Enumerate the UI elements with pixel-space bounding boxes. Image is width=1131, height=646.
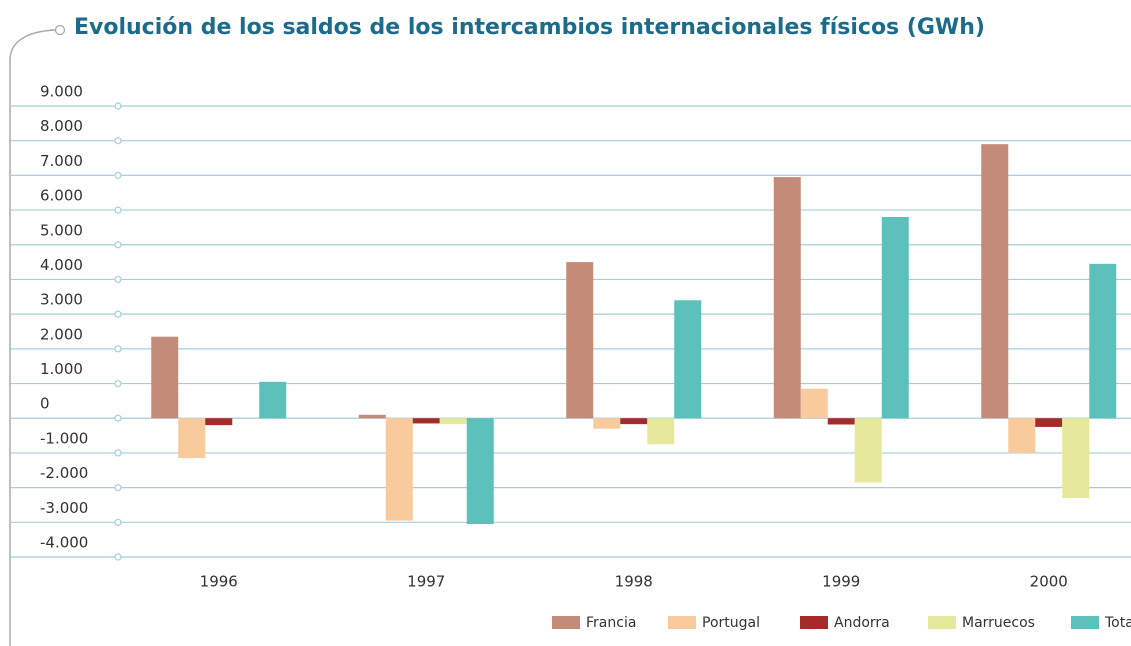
grid-dot [114, 379, 122, 388]
grid-dot [114, 171, 122, 179]
legend-swatch [1071, 616, 1099, 629]
grid-dot [114, 241, 122, 249]
y-tick-label: 7.000 [40, 152, 83, 170]
grid-dot [114, 484, 122, 492]
bar [358, 414, 386, 419]
grid-dot [114, 137, 122, 145]
grid-dot [114, 518, 122, 526]
x-tick-label: 1997 [407, 573, 445, 591]
legend-swatch [800, 616, 828, 629]
y-tick-label: 8.000 [40, 117, 83, 135]
legend-label: Portugal [702, 615, 760, 631]
bar [593, 418, 621, 429]
bar [259, 381, 287, 419]
bar [773, 177, 801, 419]
y-tick-label: 2.000 [40, 325, 83, 343]
grid-dot [114, 275, 122, 284]
bar [620, 418, 648, 425]
legend-label: Marruecos [962, 615, 1035, 631]
bar [385, 418, 413, 521]
y-tick-label: 1.000 [40, 360, 83, 378]
y-tick-label: 4.000 [40, 256, 83, 274]
grid-dot [114, 102, 122, 110]
grid-dot [114, 345, 122, 353]
bar [178, 418, 206, 459]
x-tick-label: 1996 [200, 573, 238, 591]
grid-dot [114, 553, 122, 561]
y-tick-label: 9.000 [40, 83, 83, 101]
bar [854, 418, 882, 483]
bar [439, 418, 467, 425]
x-tick-label: 1999 [822, 573, 860, 591]
bar [566, 262, 594, 419]
bar [1062, 418, 1090, 499]
y-tick-label: -1.000 [40, 429, 88, 447]
y-tick-label: 5.000 [40, 221, 83, 239]
bar [674, 300, 702, 419]
y-tick-label: -2.000 [40, 464, 88, 482]
legend-swatch [552, 616, 580, 629]
bar [827, 418, 855, 425]
y-tick-label: -3.000 [40, 499, 88, 517]
bar [800, 388, 828, 419]
legend-label: Francia [586, 615, 636, 631]
legend-swatch [668, 616, 696, 629]
y-tick-label: 0 [40, 395, 50, 413]
bar [1089, 263, 1117, 419]
bar [1008, 418, 1036, 453]
bar [881, 217, 909, 419]
x-tick-label: 2000 [1030, 573, 1068, 591]
x-tick-label: 1998 [615, 573, 653, 591]
bar [981, 144, 1009, 419]
bar [205, 418, 233, 426]
bar [466, 418, 494, 525]
y-tick-label: -4.000 [40, 534, 88, 552]
bar [647, 418, 675, 445]
grid-dot [114, 206, 122, 214]
bar [412, 418, 440, 424]
y-tick-label: 6.000 [40, 187, 83, 205]
legend-label: Total [1104, 615, 1131, 631]
grid-dot [114, 310, 122, 318]
grid-dot [114, 449, 122, 457]
frame-dot [54, 24, 66, 36]
legend-label: Andorra [834, 615, 890, 631]
legend-swatch [928, 616, 956, 629]
grid-dot [114, 414, 122, 422]
chart-title: Evolución de los saldos de los intercamb… [74, 15, 985, 40]
bar [1035, 418, 1063, 427]
bar [151, 336, 179, 419]
y-tick-label: 3.000 [40, 291, 83, 309]
